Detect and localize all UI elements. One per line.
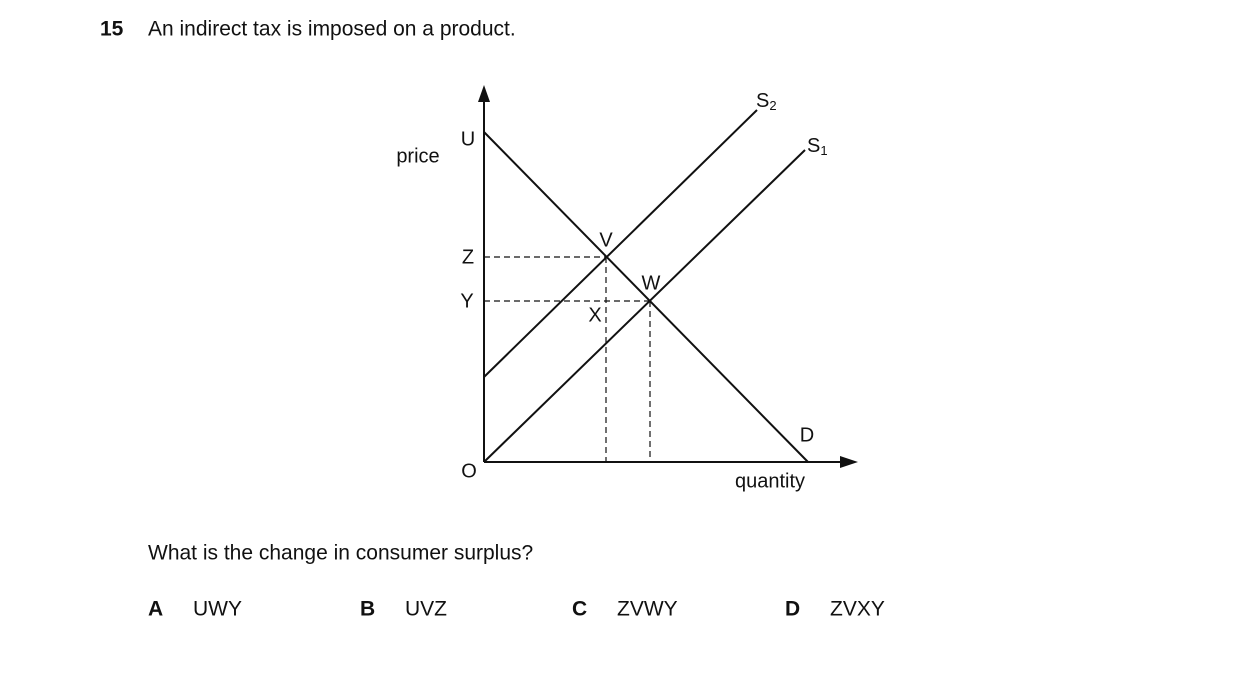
option-letter: C <box>572 598 587 621</box>
question-stem: An indirect tax is imposed on a product. <box>148 18 516 41</box>
y-arrow <box>478 85 490 102</box>
label-main: S <box>756 90 769 112</box>
supply-1-line <box>483 149 806 463</box>
option-letter: D <box>785 598 800 621</box>
supply-2-line <box>483 109 758 378</box>
label-main: S <box>807 135 820 157</box>
label-subscript: 2 <box>769 98 776 113</box>
option-letter: B <box>360 598 375 621</box>
option-letter: A <box>148 598 163 621</box>
point-label: O <box>461 460 477 482</box>
x-arrow <box>840 456 858 468</box>
x-axis-label: quantity <box>735 470 805 492</box>
point-label: W <box>642 272 661 294</box>
question-prompt: What is the change in consumer surplus? <box>148 542 533 565</box>
option-text: UVZ <box>405 598 447 621</box>
demand-line <box>483 131 809 463</box>
option-text: ZVWY <box>617 598 678 621</box>
option-text: ZVXY <box>830 598 885 621</box>
point-label: V <box>599 229 613 251</box>
option-text: UWY <box>193 598 242 621</box>
point-label: D <box>800 424 814 446</box>
supply-1-label: S1 <box>807 135 828 158</box>
point-label: U <box>461 128 475 150</box>
point-label: Z <box>462 246 474 268</box>
y-axis-label: price <box>396 145 439 167</box>
question-number: 15 <box>100 18 124 41</box>
point-label: X <box>588 304 601 326</box>
label-subscript: 1 <box>820 143 827 158</box>
diagram: price quantity U Z Y O V W X D S2 S1 <box>396 85 858 492</box>
supply-2-label: S2 <box>756 90 777 113</box>
point-label: Y <box>460 290 473 312</box>
